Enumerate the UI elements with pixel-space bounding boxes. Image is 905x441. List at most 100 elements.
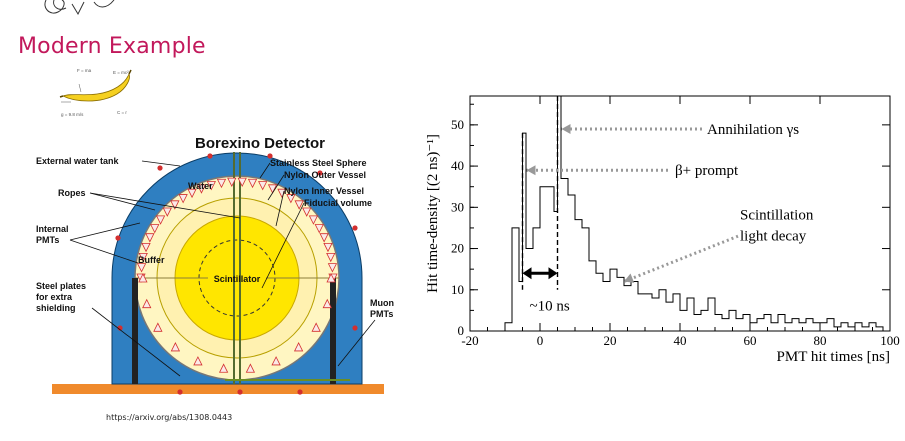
pmt-icon	[178, 194, 188, 204]
muon-pmt-icon	[157, 165, 163, 171]
muon-pmts	[115, 153, 358, 395]
pmt-icon	[267, 184, 278, 194]
label-nov: Nylon Outer Vessel	[284, 170, 366, 180]
decay-arrow	[623, 234, 739, 283]
pmt-icon	[237, 177, 247, 188]
muon-pmt-icon	[117, 325, 123, 331]
y-tick-label: 10	[451, 282, 464, 297]
pmt-icon	[271, 356, 281, 366]
x-tick-label: 0	[537, 333, 544, 348]
banana-label-4: C = r	[117, 110, 127, 115]
annotation-prompt: β+ prompt	[675, 163, 739, 179]
pmt-icon	[155, 215, 166, 225]
source-url: https://arxiv.org/abs/1308.0443	[106, 413, 233, 422]
banana-icon: F = ma E = mc² g = 9.8 m/s C = r	[59, 68, 132, 117]
right-support-leg	[330, 278, 336, 384]
arrowhead-icon	[526, 165, 536, 176]
muon-pmt-icon	[317, 170, 323, 176]
pmt-icon	[170, 200, 180, 210]
banana-label-2: E = mc²	[113, 70, 129, 75]
label-steel-plates-2: for extra	[36, 292, 73, 302]
muon-pmt-icon	[177, 389, 183, 395]
pmt-icon	[326, 273, 336, 283]
label-steel-plates-3: shielding	[36, 303, 76, 313]
pmt-icon	[311, 322, 321, 332]
borexino-detector-diagram: Borexino Detector External water tank Wa…	[36, 135, 394, 395]
annotation-light-decay: light decay	[740, 228, 807, 244]
y-tick-label: 50	[451, 117, 464, 132]
annotation-scintillation: Scintillation	[740, 208, 814, 224]
label-fiducial: Fiducial volume	[304, 198, 372, 208]
y-tick-label: 40	[451, 158, 464, 173]
muon-pmt-icon	[207, 153, 213, 159]
pmt-icon	[308, 215, 319, 225]
pmt-icon	[227, 177, 237, 188]
label-external-tank: External water tank	[36, 156, 120, 166]
label-muon-pmts-1: Muon	[370, 298, 394, 308]
y-tick-label: 30	[451, 199, 464, 214]
diagram-title: Borexino Detector	[195, 135, 325, 152]
pmt-icon	[138, 273, 148, 283]
label-water: Water	[188, 181, 213, 191]
pmt-icon	[142, 298, 152, 309]
muon-pmt-icon	[115, 235, 121, 241]
muon-pmt-icon	[352, 325, 358, 331]
label-internal-pmts-2: PMTs	[36, 235, 59, 245]
arrowhead-icon	[522, 267, 532, 280]
x-tick-label: -20	[461, 333, 478, 348]
label-internal-pmts-1: Internal	[36, 224, 69, 234]
label-steel-plates-1: Steel plates	[36, 281, 86, 291]
pmt-icon	[162, 207, 172, 217]
logo-fragment-icon	[44, 0, 115, 16]
muon-pmt-icon	[237, 389, 243, 395]
pmt-icon	[245, 363, 256, 373]
arrowhead-icon	[561, 123, 571, 134]
pmt-icon	[206, 181, 216, 191]
pmt-icon	[319, 233, 329, 243]
histogram-series	[504, 95, 890, 332]
x-axis-label: PMT hit times [ns]	[777, 349, 890, 365]
pmt-icon	[302, 207, 312, 217]
label-sss: Stainless Steel Sphere	[270, 158, 367, 168]
annotation-span: ~10 ns	[530, 298, 570, 314]
x-tick-label: 20	[604, 333, 617, 348]
pmt-icon	[216, 178, 227, 189]
pmt-icon	[322, 298, 332, 309]
label-buffer: Buffer	[138, 255, 165, 265]
y-tick-label: 0	[458, 323, 465, 338]
pmt-icon	[153, 322, 163, 332]
pmt-icon	[193, 356, 203, 366]
pmt-icon	[286, 194, 296, 204]
label-scintillator: Scintillator	[214, 274, 261, 284]
pmt-icon	[196, 184, 207, 194]
pmt-icon	[314, 224, 324, 234]
pmt-icon	[170, 342, 181, 352]
pmt-icon	[258, 181, 268, 191]
label-ropes: Ropes	[58, 188, 86, 198]
pmt-icon	[247, 178, 258, 189]
y-tick-label: 20	[451, 241, 464, 256]
pmt-icon	[326, 252, 336, 263]
slide-title: Modern Example	[18, 34, 206, 59]
pmt-icon	[293, 342, 304, 352]
pmt-icon	[218, 363, 229, 373]
pmt-icon	[138, 252, 148, 263]
x-tick-label: 100	[880, 333, 900, 348]
muon-pmt-icon	[352, 225, 358, 231]
internal-pmts	[136, 177, 338, 373]
x-tick-label: 40	[674, 333, 687, 348]
pmt-icon	[187, 188, 197, 199]
x-tick-label: 80	[814, 333, 827, 348]
pmt-icon	[150, 224, 160, 234]
arrowhead-icon	[624, 273, 635, 283]
pmt-icon	[323, 242, 333, 253]
annotation-annihilation: Annihilation γs	[707, 122, 799, 138]
pmt-icon	[294, 200, 304, 210]
pmt-icon	[327, 263, 338, 273]
label-muon-pmts-2: PMTs	[370, 309, 393, 319]
x-tick-label: 60	[744, 333, 757, 348]
banana-label-1: F = ma	[77, 68, 92, 73]
pmt-icon	[141, 242, 151, 253]
pmt-icon	[145, 233, 155, 243]
